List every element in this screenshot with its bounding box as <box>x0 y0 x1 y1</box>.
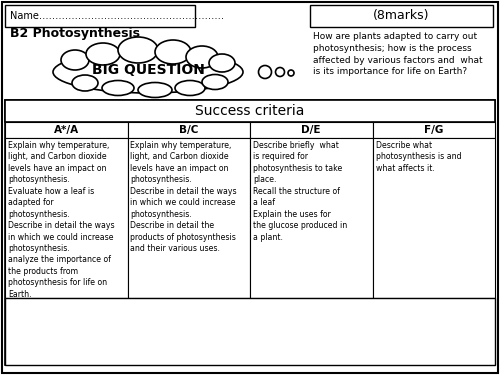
Text: BIG QUESTION: BIG QUESTION <box>92 63 204 77</box>
Text: Success criteria: Success criteria <box>196 104 304 118</box>
Ellipse shape <box>53 51 243 93</box>
Ellipse shape <box>72 75 98 91</box>
Ellipse shape <box>86 43 120 65</box>
Bar <box>250 138 372 298</box>
Text: F/G: F/G <box>424 125 444 135</box>
Text: Describe briefly  what
is required for
photosynthesis to take
place.
Recall the : Describe briefly what is required for ph… <box>253 141 347 242</box>
Ellipse shape <box>202 75 228 90</box>
Ellipse shape <box>155 40 191 64</box>
Ellipse shape <box>175 81 205 96</box>
Ellipse shape <box>102 81 134 96</box>
Bar <box>128 138 250 298</box>
Circle shape <box>288 70 294 76</box>
Text: D/E: D/E <box>302 125 321 135</box>
Bar <box>5 100 495 365</box>
Bar <box>5 100 495 122</box>
Ellipse shape <box>138 82 172 98</box>
Text: Explain why temperature,
light, and Carbon dioxide
levels have an impact on
phot: Explain why temperature, light, and Carb… <box>130 141 237 253</box>
Bar <box>372 122 495 138</box>
Circle shape <box>258 66 272 78</box>
Circle shape <box>276 68 284 76</box>
Text: (8marks): (8marks) <box>373 9 429 22</box>
Text: Name…………………………………………………: Name………………………………………………… <box>10 11 224 21</box>
Ellipse shape <box>209 54 235 72</box>
Text: Describe what
photosynthesis is and
what affects it.: Describe what photosynthesis is and what… <box>376 141 461 173</box>
Bar <box>5 138 128 298</box>
Ellipse shape <box>61 50 89 70</box>
Bar <box>5 5 195 27</box>
Bar <box>5 298 495 365</box>
Bar <box>5 122 128 138</box>
Bar <box>128 122 250 138</box>
Text: A*/A: A*/A <box>54 125 79 135</box>
Text: How are plants adapted to carry out
photosynthesis; how is the process
affected : How are plants adapted to carry out phot… <box>313 32 482 76</box>
Bar <box>250 122 372 138</box>
Text: B/C: B/C <box>179 125 199 135</box>
Text: B2 Photosynthesis: B2 Photosynthesis <box>10 27 140 40</box>
Text: Explain why temperature,
light, and Carbon dioxide
levels have an impact on
phot: Explain why temperature, light, and Carb… <box>8 141 115 299</box>
Ellipse shape <box>186 46 218 68</box>
Ellipse shape <box>118 37 158 63</box>
Bar <box>372 138 495 298</box>
Bar <box>310 5 493 27</box>
